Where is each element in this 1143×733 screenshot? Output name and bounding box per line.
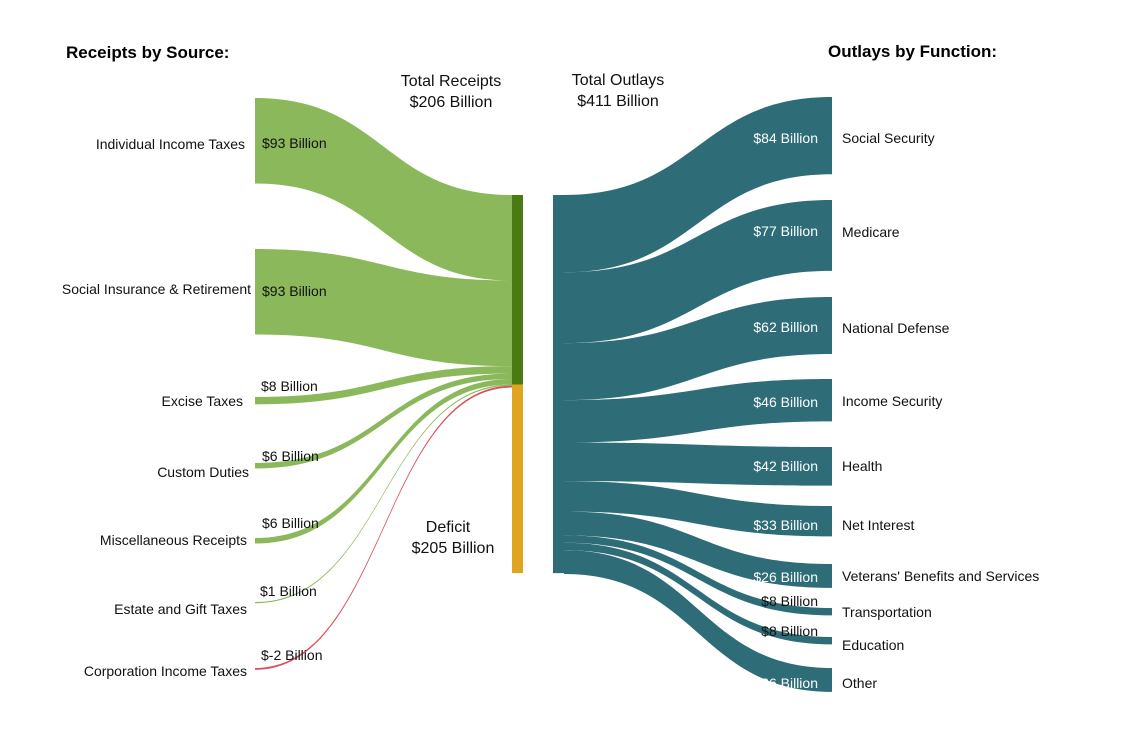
- receipts-header: Receipts by Source:: [66, 43, 229, 62]
- total-receipts-title: Total Receipts: [401, 73, 502, 90]
- outlay-label-income-security: Income Security: [842, 393, 942, 409]
- outlay-label-net-interest: Net Interest: [842, 517, 914, 533]
- receipt-value-custom-duties: $6 Billion: [262, 448, 319, 464]
- bars-layer: [512, 195, 564, 574]
- outlay-flow-national-defense: [564, 297, 832, 401]
- labels-layer: Individual Income Taxes $93 Billion Social…: [62, 130, 1039, 691]
- receipt-value-individual-income-taxes: $93 Billion: [262, 135, 327, 151]
- flows-layer: [255, 97, 832, 692]
- outlays-header: Outlays by Function:: [828, 42, 997, 61]
- outlay-value-education: $8 Billion: [761, 623, 818, 639]
- receipt-flow-estate-and-gift-taxes: [255, 384, 512, 604]
- receipt-value-corporation-income-taxes: $-2 Billion: [261, 647, 322, 663]
- receipt-value-excise-taxes: $8 Billion: [261, 378, 318, 394]
- total-outlays-value: $411 Billion: [577, 93, 659, 110]
- receipt-label-miscellaneous-receipts: Miscellaneous Receipts: [100, 532, 247, 548]
- receipt-flow-corporation-income-taxes: [255, 385, 512, 670]
- outlay-value-other: $26 Billion: [753, 675, 818, 691]
- outlay-value-health: $42 Billion: [753, 458, 818, 474]
- outlay-flow-education: [564, 542, 832, 645]
- receipt-label-corporation-income-taxes: Corporation Income Taxes: [84, 663, 247, 679]
- receipt-value-estate-and-gift-taxes: $1 Billion: [260, 583, 317, 599]
- receipt-flow-excise-taxes: [255, 366, 512, 405]
- receipt-value-miscellaneous-receipts: $6 Billion: [262, 515, 319, 531]
- outlay-value-income-security: $46 Billion: [753, 394, 818, 410]
- outlay-value-medicare: $77 Billion: [753, 223, 818, 239]
- receipt-flow-social-insurance-retirement: [255, 249, 512, 367]
- outlay-flow-medicare: [564, 200, 832, 344]
- outlay-value-social-security: $84 Billion: [753, 130, 818, 146]
- outlay-label-national-defense: National Defense: [842, 320, 950, 336]
- outlay-value-net-interest: $33 Billion: [753, 517, 818, 533]
- total-receipts-bar: [512, 195, 523, 385]
- outlay-label-other: Other: [842, 675, 877, 691]
- outlay-flow-other: [564, 550, 832, 692]
- outlay-label-veterans-benefits-and-services: Veterans' Benefits and Services: [842, 568, 1039, 584]
- outlay-label-transportation: Transportation: [842, 604, 932, 620]
- outlay-label-medicare: Medicare: [842, 224, 900, 240]
- receipt-flow-individual-income-taxes: [255, 98, 512, 281]
- deficit-title: Deficit: [426, 519, 471, 536]
- receipt-flow-custom-duties: [255, 373, 512, 469]
- outlay-value-veterans-benefits-and-services: $26 Billion: [753, 569, 818, 585]
- outlay-label-education: Education: [842, 637, 904, 653]
- outlay-flow-social-security: [564, 97, 832, 273]
- receipt-label-individual-income-taxes: Individual Income Taxes: [96, 136, 245, 152]
- outlay-flow-income-security: [564, 379, 832, 443]
- receipt-label-estate-and-gift-taxes: Estate and Gift Taxes: [114, 601, 247, 617]
- total-outlays-bar: [553, 195, 564, 574]
- receipt-label-excise-taxes: Excise Taxes: [162, 393, 243, 409]
- deficit-bar: [512, 384, 523, 574]
- outlay-value-national-defense: $62 Billion: [753, 319, 818, 335]
- receipt-label-social-insurance-retirement: Social Insurance & Retirement: [62, 281, 251, 297]
- outlay-label-social-security: Social Security: [842, 130, 935, 146]
- total-receipts-value: $206 Billion: [410, 94, 493, 111]
- outlay-flow-transportation: [564, 535, 832, 616]
- outlay-flow-net-interest: [564, 481, 832, 537]
- outlay-value-transportation: $8 Billion: [761, 593, 818, 609]
- receipt-label-custom-duties: Custom Duties: [157, 464, 249, 480]
- receipt-flow-miscellaneous-receipts: [255, 379, 512, 544]
- deficit-value: $205 Billion: [412, 540, 495, 557]
- outlay-label-health: Health: [842, 458, 882, 474]
- outlay-flow-health: [564, 442, 832, 486]
- receipt-value-social-insurance-retirement: $93 Billion: [262, 283, 327, 299]
- total-outlays-title: Total Outlays: [572, 72, 664, 89]
- outlay-flow-veterans-benefits-and-services: [564, 511, 832, 588]
